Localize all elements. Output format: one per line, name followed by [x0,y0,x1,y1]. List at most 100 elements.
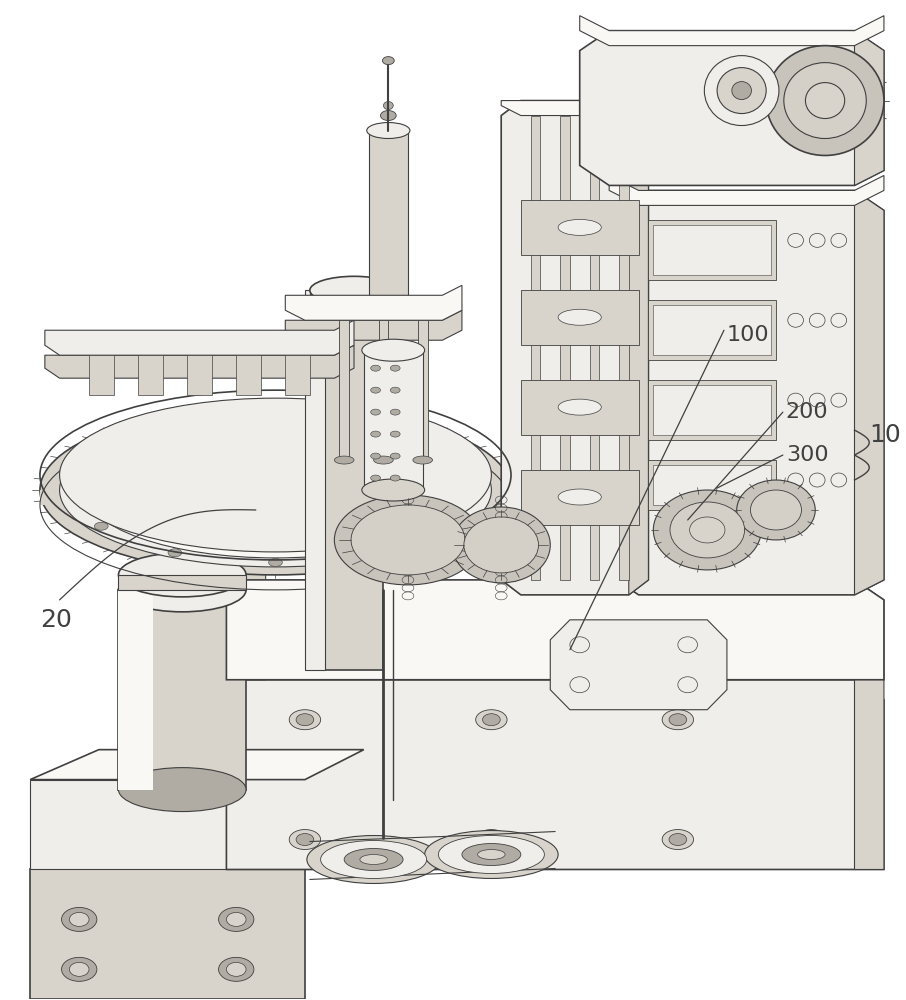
Ellipse shape [483,714,500,726]
Polygon shape [501,101,649,595]
Polygon shape [226,680,884,869]
Ellipse shape [372,507,400,519]
Ellipse shape [323,466,339,474]
Polygon shape [236,355,261,395]
Polygon shape [609,190,884,595]
Text: 10: 10 [869,423,901,447]
Ellipse shape [382,57,394,65]
Ellipse shape [84,422,467,558]
Text: 20: 20 [40,608,72,632]
Polygon shape [560,116,570,580]
Ellipse shape [94,522,108,530]
Ellipse shape [704,56,779,126]
Polygon shape [324,290,383,670]
Polygon shape [45,345,354,378]
Polygon shape [119,590,153,790]
Ellipse shape [226,962,246,976]
Ellipse shape [732,82,751,100]
Polygon shape [364,350,423,490]
Ellipse shape [558,489,602,505]
Polygon shape [40,490,511,505]
Polygon shape [521,380,639,435]
Ellipse shape [662,830,694,850]
Ellipse shape [558,309,602,325]
Ellipse shape [94,450,108,458]
Polygon shape [305,290,324,670]
Ellipse shape [212,506,227,514]
Polygon shape [649,460,776,510]
Ellipse shape [70,912,89,926]
Polygon shape [629,101,649,595]
Ellipse shape [390,387,400,393]
Ellipse shape [476,710,507,730]
Ellipse shape [168,549,182,557]
Ellipse shape [60,413,491,567]
Polygon shape [226,560,265,680]
Ellipse shape [483,834,500,846]
Ellipse shape [323,506,339,514]
Ellipse shape [439,836,545,873]
Ellipse shape [370,423,383,431]
Polygon shape [521,290,639,345]
Ellipse shape [226,912,246,926]
Ellipse shape [267,458,284,466]
Ellipse shape [689,517,725,543]
Polygon shape [30,869,305,999]
Ellipse shape [464,517,538,573]
Bar [653,385,771,435]
Ellipse shape [325,445,353,457]
Ellipse shape [476,830,507,850]
Ellipse shape [784,63,866,139]
Text: 100: 100 [727,325,769,345]
Polygon shape [854,190,884,595]
Polygon shape [521,200,639,255]
Polygon shape [521,470,639,525]
Bar [653,305,771,355]
Ellipse shape [40,405,511,575]
Polygon shape [188,355,212,395]
Ellipse shape [367,123,410,139]
Ellipse shape [218,957,254,981]
Ellipse shape [670,502,745,558]
Ellipse shape [371,431,381,437]
Ellipse shape [370,549,383,557]
Ellipse shape [119,768,246,812]
Polygon shape [649,220,776,280]
Polygon shape [285,355,310,395]
Text: 300: 300 [786,445,828,465]
Ellipse shape [289,830,321,850]
Ellipse shape [413,456,432,464]
Ellipse shape [766,46,884,155]
Polygon shape [550,620,727,710]
Polygon shape [89,355,113,395]
Ellipse shape [371,475,381,481]
Polygon shape [418,320,428,460]
Ellipse shape [325,523,353,535]
Ellipse shape [67,486,82,494]
Ellipse shape [289,710,321,730]
Ellipse shape [383,102,393,110]
Polygon shape [580,16,884,46]
Ellipse shape [470,486,484,494]
Ellipse shape [390,484,417,496]
Ellipse shape [371,453,381,459]
Ellipse shape [151,461,178,473]
Polygon shape [531,116,541,580]
Ellipse shape [267,514,284,522]
Ellipse shape [321,841,427,878]
Ellipse shape [425,831,558,878]
Ellipse shape [390,475,400,481]
Ellipse shape [212,466,227,474]
Ellipse shape [669,714,687,726]
Polygon shape [285,310,462,340]
Ellipse shape [60,398,491,552]
Ellipse shape [296,834,313,846]
Ellipse shape [268,414,283,422]
Ellipse shape [218,907,254,931]
Ellipse shape [462,844,521,865]
Ellipse shape [373,456,393,464]
Polygon shape [590,116,600,580]
Ellipse shape [268,558,283,566]
Polygon shape [369,131,408,310]
Ellipse shape [168,423,182,431]
